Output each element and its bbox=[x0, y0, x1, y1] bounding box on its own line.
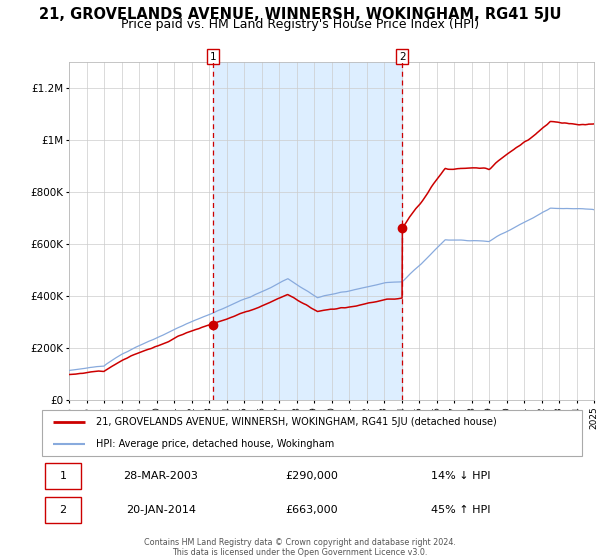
Text: 1: 1 bbox=[210, 52, 217, 62]
Text: 20-JAN-2014: 20-JAN-2014 bbox=[126, 505, 196, 515]
Text: £290,000: £290,000 bbox=[286, 472, 338, 481]
Text: 45% ↑ HPI: 45% ↑ HPI bbox=[431, 505, 490, 515]
Text: 14% ↓ HPI: 14% ↓ HPI bbox=[431, 472, 490, 481]
Bar bbox=[45, 497, 82, 523]
Text: 2: 2 bbox=[399, 52, 406, 62]
Text: 1: 1 bbox=[59, 472, 67, 481]
Text: HPI: Average price, detached house, Wokingham: HPI: Average price, detached house, Woki… bbox=[96, 440, 334, 450]
Text: 21, GROVELANDS AVENUE, WINNERSH, WOKINGHAM, RG41 5JU: 21, GROVELANDS AVENUE, WINNERSH, WOKINGH… bbox=[39, 7, 561, 22]
Text: Price paid vs. HM Land Registry's House Price Index (HPI): Price paid vs. HM Land Registry's House … bbox=[121, 18, 479, 31]
Text: 2: 2 bbox=[59, 505, 67, 515]
Text: 21, GROVELANDS AVENUE, WINNERSH, WOKINGHAM, RG41 5JU (detached house): 21, GROVELANDS AVENUE, WINNERSH, WOKINGH… bbox=[96, 417, 497, 427]
Text: Contains HM Land Registry data © Crown copyright and database right 2024.
This d: Contains HM Land Registry data © Crown c… bbox=[144, 538, 456, 557]
Text: £663,000: £663,000 bbox=[286, 505, 338, 515]
Text: 28-MAR-2003: 28-MAR-2003 bbox=[124, 472, 198, 481]
Bar bbox=[45, 463, 82, 489]
Bar bbox=[213, 62, 403, 400]
